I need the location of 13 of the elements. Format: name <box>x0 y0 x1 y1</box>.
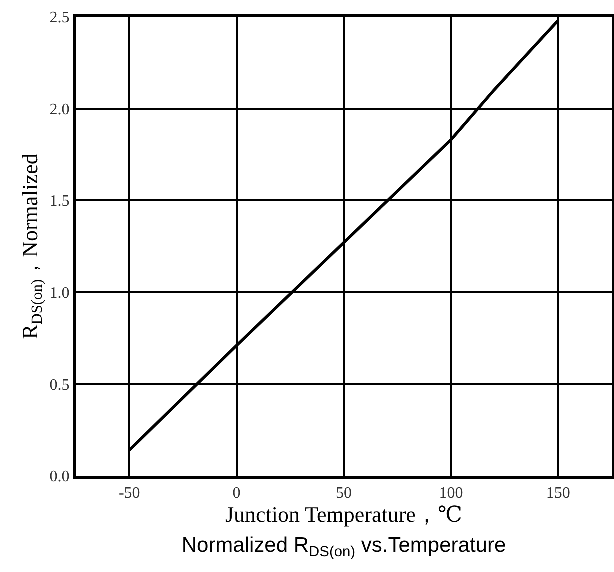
y-tick-label: 1.5 <box>50 193 70 210</box>
y-tick-label: 0.0 <box>50 468 70 486</box>
x-tick-label: -50 <box>118 485 140 502</box>
x-tick-label: 100 <box>439 485 464 502</box>
y-tick-label: 2.0 <box>50 101 70 118</box>
y-tick-label: 0.5 <box>50 376 70 394</box>
y-tick-label: 1.0 <box>50 285 70 302</box>
x-axis-title: Junction Temperature，℃ <box>225 502 463 528</box>
x-tick-label: 50 <box>336 485 352 502</box>
text: Normalized R$_{DS(on)}$ vs.Temperature <box>182 534 506 560</box>
x-tick-label: 150 <box>546 485 570 502</box>
y-tick-label: 2.5 <box>50 10 70 27</box>
x-tick-label: 0 <box>232 485 241 502</box>
